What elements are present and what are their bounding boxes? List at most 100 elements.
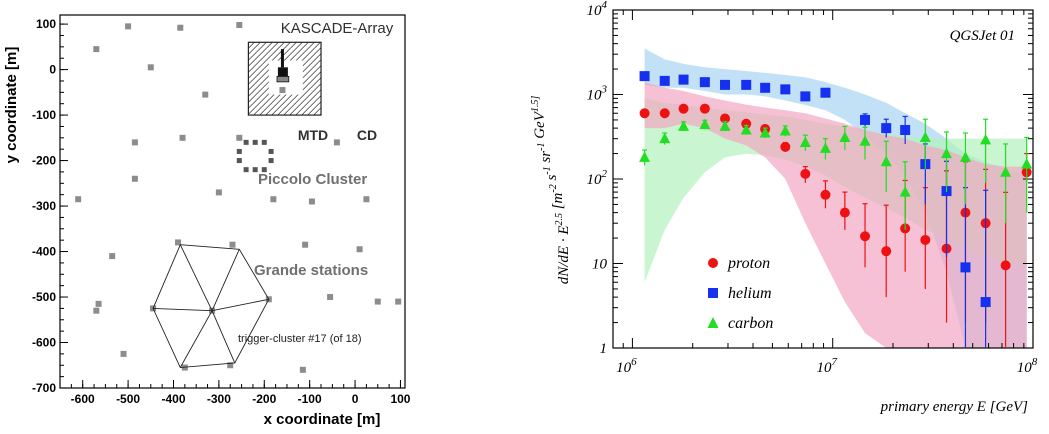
piccolo-station	[236, 148, 242, 154]
proton-point	[659, 108, 670, 119]
trigger-spoke	[179, 244, 213, 311]
grande-station	[395, 298, 402, 305]
carbon-point	[719, 120, 731, 131]
proton-point	[820, 189, 831, 200]
helium-point	[659, 75, 670, 86]
grande-station	[363, 196, 370, 203]
piccolo-station	[261, 167, 267, 173]
chart-title: QGSJet 01	[950, 28, 1015, 44]
carbon-point	[819, 142, 831, 153]
y-tick-label: 10	[592, 257, 608, 273]
y-tick-label: 100	[36, 17, 56, 31]
grande-station	[131, 139, 138, 146]
y-tick-label: 1	[600, 341, 608, 357]
x-tick-label: -200	[252, 392, 276, 406]
kascade-array-box	[247, 41, 322, 116]
carbon-point	[779, 124, 791, 136]
muon-tracking-detector	[276, 76, 290, 83]
y-tick-label: -100	[32, 108, 56, 122]
helium-point	[780, 84, 791, 95]
proton-legend-label: proton	[727, 255, 770, 272]
helium-legend-label: helium	[728, 285, 772, 302]
trigger-spoke	[153, 307, 213, 312]
spectrum-plot: 106 107 108 1 10 102 103 104 QGSJet 01 proton he…	[530, 0, 1038, 415]
proton-point	[839, 207, 850, 218]
y-tick-label: -400	[32, 245, 56, 259]
carbon-band	[644, 98, 1027, 283]
central-detector	[277, 67, 288, 77]
y-axis-label: dN/dE · E2.5 [m-2 s-1 sr-1 GeV1.5]	[530, 96, 572, 285]
x-tick-label: 100	[390, 392, 410, 406]
uncertainty-bands	[644, 48, 1027, 348]
carbon-point	[880, 155, 892, 167]
helium-point	[720, 79, 731, 90]
grande-station	[327, 294, 334, 301]
grande-station	[93, 46, 100, 53]
carbon-legend-label: carbon	[728, 315, 773, 332]
proton-point	[1000, 260, 1011, 271]
plot-frame	[59, 14, 406, 389]
carbon-point	[678, 120, 690, 131]
proton-legend-marker	[708, 258, 718, 268]
grande-station	[270, 196, 277, 203]
x-tick-label: 108	[1017, 356, 1038, 376]
carbon-point	[980, 133, 992, 145]
helium-point	[741, 79, 752, 90]
grande-station	[333, 139, 340, 146]
proton-point	[720, 113, 731, 124]
energy-spectrum-chart: 106 107 108 1 10 102 103 104 QGSJet 01 proton he…	[520, 0, 1049, 429]
grande-station	[125, 23, 132, 30]
carbon-point	[759, 127, 771, 138]
carbon-point	[959, 151, 971, 162]
grande-station	[147, 64, 154, 71]
y-tick-label: 0	[49, 63, 56, 77]
piccolo-station	[252, 139, 258, 145]
piccolo-station	[243, 167, 249, 173]
y-axis-label: y coordinate [m]	[3, 47, 20, 164]
carbon-point	[639, 151, 651, 162]
piccolo-station	[261, 139, 267, 145]
grande-station	[356, 246, 363, 253]
proton-point	[860, 231, 871, 242]
proton-point	[920, 234, 931, 245]
helium-point	[820, 87, 831, 98]
y-tick-label: -300	[32, 199, 56, 213]
helium-point	[900, 125, 911, 136]
carbon-point	[659, 132, 671, 144]
mtd-label: MTD	[298, 127, 328, 143]
carbon-point	[919, 131, 931, 142]
helium-point	[860, 114, 871, 125]
proton-point	[639, 108, 650, 119]
helium-point	[800, 91, 811, 102]
grande-station	[109, 253, 116, 260]
legend: proton helium carbon	[707, 255, 773, 332]
x-tick-label: 107	[816, 356, 837, 376]
x-tick-label: -100	[298, 392, 322, 406]
trigger-cluster-label: trigger-cluster #17 (of 18)	[238, 333, 362, 345]
carbon-point	[839, 131, 851, 142]
layout-axes: -600 -500 -400 -300 -200 -100 0 100 100 0 -100 -200…	[32, 14, 411, 406]
helium-point	[980, 297, 991, 308]
y-tick-label: 102	[587, 168, 608, 188]
piccolo-station	[268, 148, 274, 154]
carbon-point	[899, 186, 911, 197]
trigger-spoke	[179, 310, 213, 368]
y-tick-label: -500	[32, 290, 56, 304]
grande-station	[236, 134, 243, 141]
helium-point	[639, 71, 650, 82]
grande-station	[227, 362, 234, 369]
helium-legend-marker	[708, 288, 718, 298]
grande-station	[279, 87, 286, 94]
grande-station	[308, 198, 315, 205]
x-tick-label: 106	[616, 356, 637, 376]
kascade-grande-layout-chart: -600 -500 -400 -300 -200 -100 0 100 100 0 -100 -200…	[0, 0, 420, 429]
kascade-array-label: KASCADE-Array	[281, 20, 394, 37]
trigger-hexagon	[152, 244, 270, 369]
grande-station	[95, 300, 102, 307]
grande-station	[202, 91, 209, 98]
grande-station	[302, 241, 309, 248]
grande-stations-label: Grande stations	[254, 262, 368, 279]
proton-point	[780, 141, 791, 152]
grande-station	[177, 24, 184, 31]
x-tick-label: -300	[207, 392, 231, 406]
